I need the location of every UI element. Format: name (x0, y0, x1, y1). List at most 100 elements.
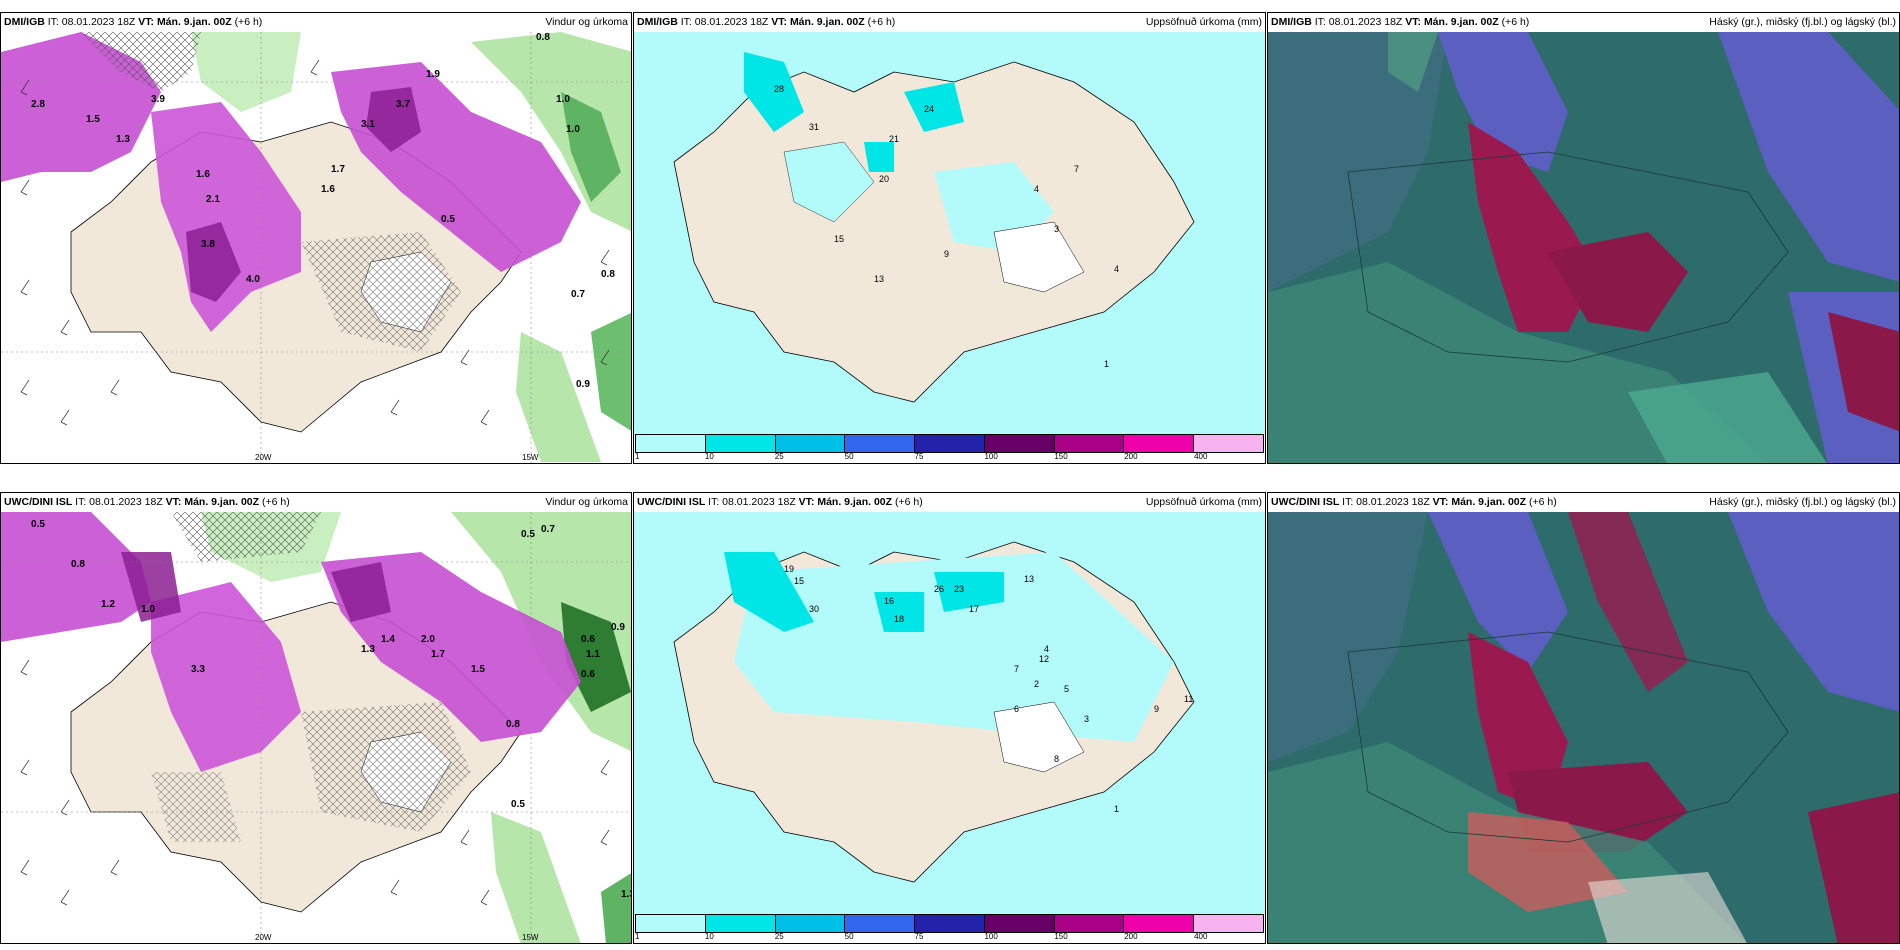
panel-clouds-dmi: DMI/IGB IT: 08.01.2023 18Z VT: Mán. 9.ja… (1267, 12, 1900, 464)
legend-tick-label: 50 (844, 452, 854, 461)
legend-tick-label: 150 (1054, 932, 1068, 941)
legend-tick-label: 10 (704, 932, 714, 941)
panel-clouds-uwc: UWC/DINI ISL IT: 08.01.2023 18Z VT: Mán.… (1267, 492, 1900, 944)
map-value-label: 0.7 (541, 524, 555, 535)
legend-swatch (1124, 915, 1195, 932)
legend-tick-label: 10 (704, 452, 714, 461)
wind-precip-map: 0.5 0.8 1.2 1.0 3.3 1.4 2.0 1.3 1.7 1.5 0.8 0.5 0.7 0… (1, 512, 632, 943)
map-value-label: 1.0 (566, 124, 580, 135)
map-value-label: 4 (1034, 184, 1039, 194)
legend-tick-label: 100 (984, 452, 998, 461)
map-value-label: 4 (1114, 264, 1119, 274)
map-value-label: 3.1 (361, 119, 375, 130)
map-value-label: 5 (1064, 684, 1069, 694)
map-value-label: 2.8 (31, 99, 45, 110)
lon-label-15w: 15W (522, 933, 539, 942)
map-value-label: 4 (1044, 644, 1049, 654)
map-value-label: 3.7 (396, 99, 410, 110)
legend-swatch (1194, 915, 1264, 932)
cloud-map (1268, 32, 1899, 463)
map-value-label: 1.7 (331, 164, 345, 175)
legend-swatch (1194, 435, 1264, 452)
lon-label-20w: 20W (255, 453, 272, 462)
map-value-label: 0.6 (581, 634, 595, 645)
map-value-label: 28 (774, 84, 784, 94)
legend-tick-label: 75 (914, 452, 924, 461)
map-value-label: 9 (1154, 704, 1159, 714)
map-value-label: 15 (834, 234, 844, 244)
panel-title: Uppsöfnuð úrkoma (mm) (1145, 16, 1262, 28)
map-value-label: 1.1 (586, 649, 600, 660)
panel-wind-precip-uwc: UWC/DINI ISL IT: 08.01.2023 18Z VT: Mán.… (0, 492, 632, 944)
map-value-label: 26 (934, 584, 944, 594)
legend-tick-label: 400 (1194, 932, 1208, 941)
legend-swatch (984, 915, 1055, 932)
legend-swatch (636, 915, 706, 932)
panel-header: DMI/IGB IT: 08.01.2023 18Z VT: Mán. 9.ja… (1268, 13, 1899, 32)
legend-swatch (705, 915, 776, 932)
legend-tick-label: 150 (1054, 452, 1068, 461)
map-value-label: 8 (1054, 754, 1059, 764)
map-value-label: 1.3 (621, 889, 632, 900)
map-value-label: 0.8 (506, 719, 520, 730)
panel-header: DMI/IGB IT: 08.01.2023 18Z VT: Mán. 9.ja… (634, 13, 1265, 32)
map-value-label: 3.3 (191, 664, 205, 675)
accum-precip-legend: 1 10 25 50 75 100 150 200 400 (634, 433, 1265, 463)
legend-tick-label: 50 (844, 932, 854, 941)
map-value-label: 9 (944, 249, 949, 259)
map-value-label: 30 (809, 604, 819, 614)
legend-swatch (775, 435, 846, 452)
map-value-label: 2.0 (421, 634, 435, 645)
panel-title: Háský (gr.), miðský (fj.bl.) og lágský (… (1709, 16, 1896, 28)
map-value-label: 13 (1024, 574, 1034, 584)
legend-tick-label: 400 (1194, 452, 1208, 461)
panel-title: Uppsöfnuð úrkoma (mm) (1145, 496, 1262, 508)
map-value-label: 24 (924, 104, 934, 114)
panel-title: Vindur og úrkoma (545, 16, 628, 28)
map-value-label: 1.3 (116, 134, 130, 145)
map-value-label: 1.0 (556, 94, 570, 105)
map-value-label: 1.7 (431, 649, 445, 660)
panel-title: Vindur og úrkoma (545, 496, 628, 508)
legend-tick-label: 25 (774, 452, 784, 461)
map-value-label: 7 (1014, 664, 1019, 674)
map-value-label: 12 (1039, 654, 1049, 664)
panel-accum-precip-dmi: DMI/IGB IT: 08.01.2023 18Z VT: Mán. 9.ja… (633, 12, 1266, 464)
legend-swatch (705, 435, 776, 452)
legend-swatch (775, 915, 846, 932)
legend-tick-label: 75 (914, 932, 924, 941)
map-value-label: 1 (1104, 359, 1109, 369)
accum-precip-legend: 1 10 25 50 75 100 150 200 400 (634, 913, 1265, 943)
map-value-label: 1.3 (361, 644, 375, 655)
legend-tick-label: 200 (1124, 932, 1138, 941)
legend-tick-label: 200 (1124, 452, 1138, 461)
map-value-label: 0.6 (581, 669, 595, 680)
panel-header: DMI/IGB IT: 08.01.2023 18Z VT: Mán. 9.ja… (1, 13, 631, 32)
map-value-label: 3.9 (151, 94, 165, 105)
map-value-label: 0.5 (31, 519, 45, 530)
legend-tick-label: 1 (635, 452, 640, 461)
panel-header: UWC/DINI ISL IT: 08.01.2023 18Z VT: Mán.… (1, 493, 631, 512)
legend-swatch (1054, 435, 1125, 452)
legend-swatch (1054, 915, 1125, 932)
panel-accum-precip-uwc: UWC/DINI ISL IT: 08.01.2023 18Z VT: Mán.… (633, 492, 1266, 944)
map-value-label: 23 (954, 584, 964, 594)
map-value-label: 3.8 (201, 239, 215, 250)
map-value-label: 21 (889, 134, 899, 144)
map-value-label: 1.0 (141, 604, 155, 615)
map-value-label: 20 (879, 174, 889, 184)
map-value-label: 1 (1114, 804, 1119, 814)
legend-swatch (845, 915, 916, 932)
cloud-map (1268, 512, 1899, 943)
legend-swatch (1124, 435, 1195, 452)
map-value-label: 0.7 (571, 289, 585, 300)
wind-precip-map: 2.8 1.5 1.3 3.9 1.6 2.1 3.8 4.0 3.7 1.9 3.1 1.7 1.6 0… (1, 32, 631, 463)
map-value-label: 7 (1074, 164, 1079, 174)
map-value-label: 3 (1084, 714, 1089, 724)
panel-wind-precip-dmi: DMI/IGB IT: 08.01.2023 18Z VT: Mán. 9.ja… (0, 12, 632, 464)
legend-tick-label: 1 (635, 932, 640, 941)
map-value-label: 0.9 (611, 622, 625, 633)
map-value-label: 0.8 (536, 32, 550, 43)
map-value-label: 0.8 (71, 559, 85, 570)
lon-label-15w: 15W (522, 453, 539, 462)
